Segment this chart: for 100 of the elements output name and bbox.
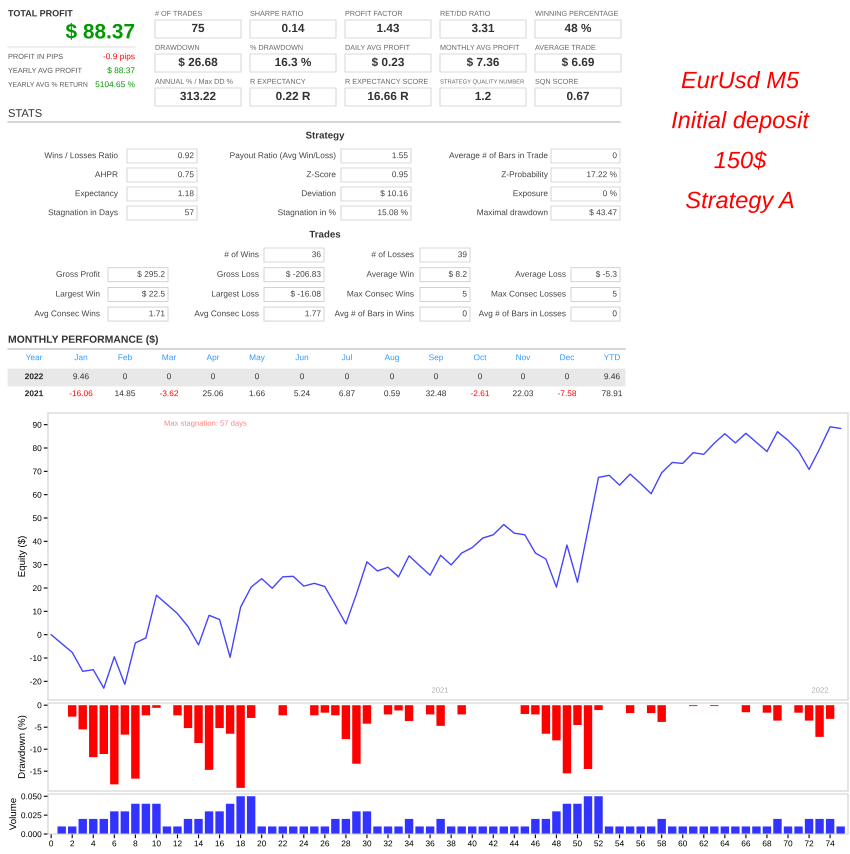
x-tick-label: 10 bbox=[152, 840, 161, 846]
bar bbox=[604, 826, 614, 834]
x-tick-label: 60 bbox=[678, 840, 688, 846]
line-series bbox=[50, 426, 842, 689]
bar bbox=[552, 811, 561, 834]
bar bbox=[520, 826, 530, 834]
text: -3.62 bbox=[160, 390, 178, 396]
text: 17.22 % bbox=[587, 171, 617, 178]
x-tick-label: 50 bbox=[573, 840, 582, 846]
bar bbox=[626, 826, 634, 834]
y-tick-label: 80 bbox=[32, 445, 42, 452]
x-tick-label: 12 bbox=[173, 840, 182, 846]
y-tick-label: 70 bbox=[32, 468, 42, 474]
y-tick-label: -5 bbox=[34, 724, 42, 730]
text: 0 bbox=[565, 373, 569, 380]
text: $ 43.47 bbox=[589, 208, 617, 216]
text: 48 % bbox=[564, 24, 592, 32]
bar bbox=[68, 826, 76, 834]
y-tick-label: 90 bbox=[32, 422, 42, 428]
text: 16.3 % bbox=[275, 58, 312, 66]
text: Wins / Losses Ratio bbox=[44, 152, 118, 158]
bar bbox=[152, 804, 161, 834]
y-tick-label: 0.025 bbox=[21, 812, 42, 818]
text: Mar bbox=[162, 354, 176, 360]
text: Z-Probability bbox=[501, 171, 548, 179]
text: 5 bbox=[462, 290, 467, 297]
bar bbox=[668, 826, 676, 834]
text: Z-Score bbox=[306, 171, 336, 178]
text: 0 bbox=[300, 373, 304, 380]
y-tick-label: 0 bbox=[37, 702, 42, 708]
text: 75 bbox=[192, 24, 204, 32]
text: 15.08 % bbox=[378, 209, 408, 216]
bar bbox=[342, 818, 350, 834]
bar bbox=[236, 796, 245, 834]
text: Avg # of Bars in Losses bbox=[478, 310, 566, 318]
text: Average Win bbox=[366, 270, 414, 279]
y-tick-label: -10 bbox=[30, 746, 42, 752]
y-tick-label: 40 bbox=[32, 538, 42, 544]
x-tick-label: 34 bbox=[404, 840, 414, 846]
text: 0 bbox=[462, 310, 467, 316]
bar bbox=[657, 818, 666, 834]
bar bbox=[742, 826, 750, 834]
bar bbox=[584, 796, 592, 834]
text: -2.61 bbox=[470, 390, 490, 396]
x-tick-label: 44 bbox=[510, 840, 519, 846]
bar bbox=[500, 826, 508, 834]
bar bbox=[700, 826, 708, 834]
text: 0.67 bbox=[566, 92, 589, 100]
bar bbox=[689, 826, 698, 834]
bar bbox=[268, 826, 276, 834]
text: 5104.65 % bbox=[95, 81, 135, 88]
text: TOTAL PROFIT bbox=[8, 10, 73, 16]
text: -7.58 bbox=[558, 390, 576, 396]
text: 150$ bbox=[714, 150, 767, 170]
y-axis-title: Drawdown (%) bbox=[18, 716, 27, 778]
bar bbox=[246, 796, 256, 834]
text: 3.31 bbox=[472, 24, 494, 32]
text: 5 bbox=[612, 290, 617, 297]
bar bbox=[204, 811, 214, 834]
bar bbox=[184, 818, 192, 834]
x-tick-label: 66 bbox=[742, 840, 750, 846]
bar bbox=[120, 811, 130, 834]
text: Avg Consec Wins bbox=[34, 310, 100, 318]
text: Largest Win bbox=[56, 290, 100, 298]
text: Max Consec Losses bbox=[492, 290, 566, 297]
text: # of Wins bbox=[224, 251, 259, 258]
text: Avg Consec Loss bbox=[194, 310, 259, 318]
text: Gross Loss bbox=[217, 271, 259, 277]
x-tick-label: 16 bbox=[216, 840, 224, 846]
text: Strategy A bbox=[686, 192, 794, 214]
text: 0 bbox=[255, 373, 259, 380]
text: $ 6.69 bbox=[562, 57, 594, 67]
bar bbox=[836, 826, 845, 834]
x-tick-label: 14 bbox=[194, 840, 203, 846]
bar bbox=[289, 826, 298, 834]
text: 14.85 bbox=[115, 390, 136, 396]
x-tick-label: 36 bbox=[426, 840, 434, 846]
text: 0.92 bbox=[178, 152, 194, 158]
text: YTD bbox=[604, 354, 620, 360]
bar bbox=[142, 804, 150, 834]
text: Strategy bbox=[306, 132, 344, 141]
text: 57 bbox=[185, 209, 194, 216]
y-axis-title: Equity ($) bbox=[18, 536, 27, 577]
text: 1.43 bbox=[377, 24, 400, 32]
x-tick-label: 70 bbox=[784, 840, 792, 846]
text: 39 bbox=[458, 251, 467, 258]
bar bbox=[489, 826, 498, 834]
bar bbox=[646, 826, 656, 834]
text: AHPR bbox=[94, 171, 118, 178]
bar bbox=[804, 818, 814, 834]
bar bbox=[436, 818, 445, 834]
text: $ 26.68 bbox=[178, 57, 218, 67]
text: 0 bbox=[434, 373, 438, 380]
text: 1.18 bbox=[178, 190, 194, 196]
text: 78.91 bbox=[602, 390, 622, 396]
text: Oct bbox=[474, 354, 486, 360]
y-tick-label: 0 bbox=[37, 632, 42, 638]
bar bbox=[510, 826, 519, 834]
text: 25.06 bbox=[202, 390, 224, 396]
text: 1.71 bbox=[149, 310, 165, 316]
